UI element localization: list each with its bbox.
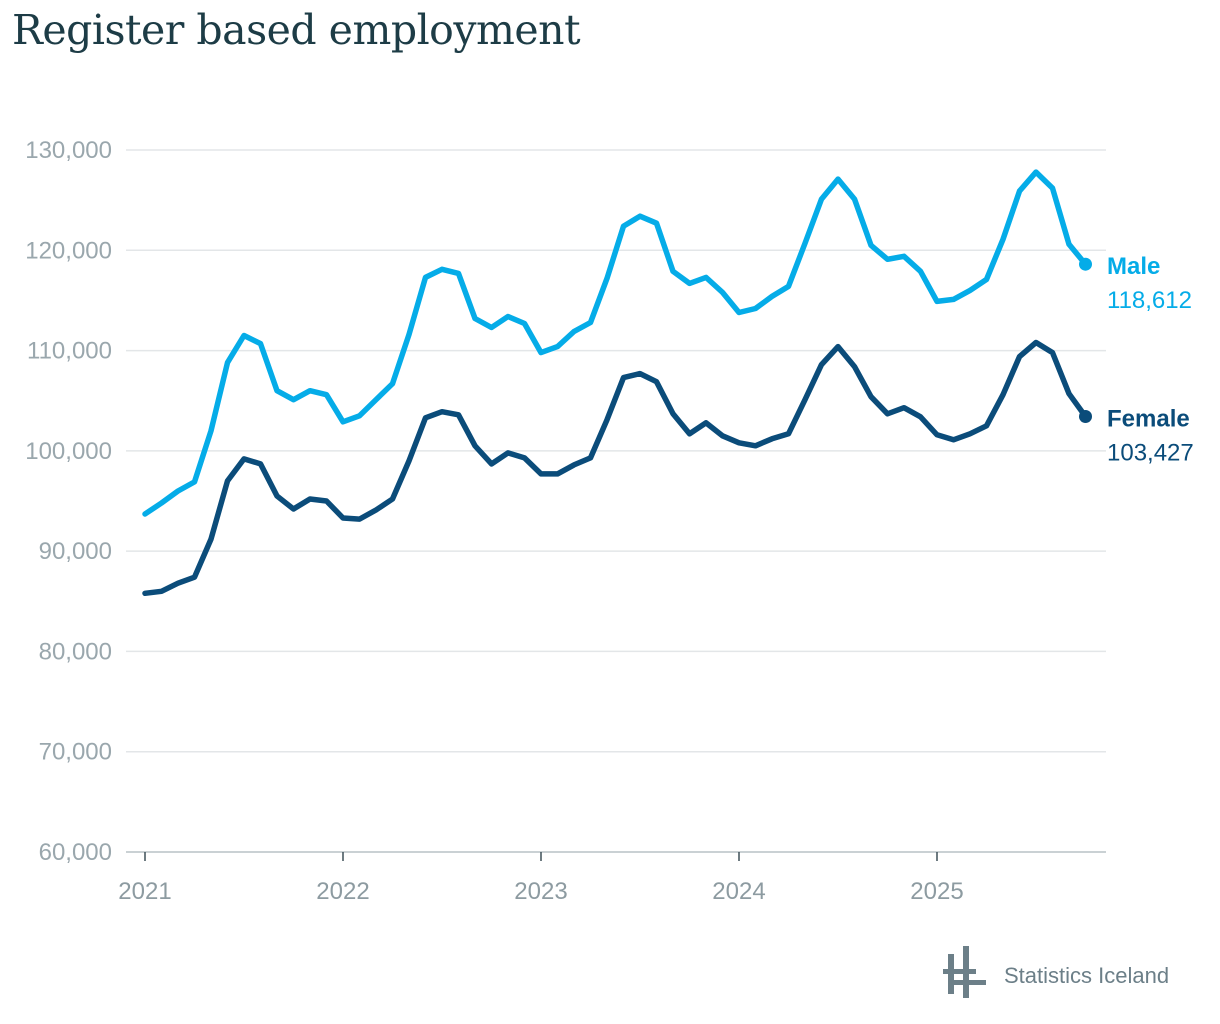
y-tick-label: 60,000 <box>39 839 112 866</box>
statistics-iceland-logo: Statistics Iceland <box>943 946 1169 998</box>
x-axis: 2021 2022 2023 2024 2025 <box>118 852 964 905</box>
male-end-value: 118,612 <box>1107 287 1192 314</box>
male-end-point <box>1079 257 1092 271</box>
female-series-name: Female <box>1107 405 1190 432</box>
y-tick-label: 120,000 <box>25 237 112 264</box>
female-end-value: 103,427 <box>1107 439 1194 466</box>
chart-title: Register based employment <box>12 6 581 54</box>
x-tick-label: 2023 <box>514 878 567 905</box>
y-tick-label: 80,000 <box>39 638 112 665</box>
grid-lines <box>126 149 1106 853</box>
y-tick-label: 100,000 <box>25 438 112 465</box>
y-tick-label: 70,000 <box>39 739 112 766</box>
male-series-line <box>142 169 1089 517</box>
x-tick-label: 2024 <box>712 878 765 905</box>
female-end-point <box>1079 409 1092 423</box>
end-labels: Male 118,612 Female 103,427 <box>1107 253 1194 466</box>
x-tick-label: 2021 <box>118 878 171 905</box>
y-axis-ticks: 60,000 70,000 80,000 90,000 100,000 110,000 12… <box>25 137 112 866</box>
y-tick-label: 110,000 <box>27 338 112 365</box>
y-tick-label: 90,000 <box>39 538 112 565</box>
x-tick-label: 2025 <box>910 878 963 905</box>
logo-text: Statistics Iceland <box>1004 963 1169 988</box>
series-lines <box>142 169 1092 597</box>
male-series-name: Male <box>1107 253 1160 280</box>
y-tick-label: 130,000 <box>25 137 112 164</box>
x-tick-label: 2022 <box>316 878 369 905</box>
female-series-line <box>142 339 1089 597</box>
statistics-iceland-logo-icon <box>943 946 986 998</box>
